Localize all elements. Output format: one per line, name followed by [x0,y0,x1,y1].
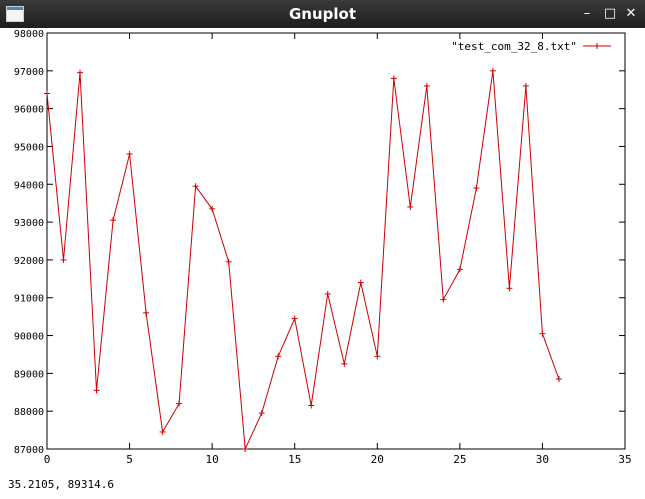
maximize-icon[interactable]: □ [603,6,617,21]
y-tick-label: 94000 [14,180,44,191]
data-point [192,183,199,190]
y-tick-label: 89000 [14,369,44,380]
data-point [522,82,529,89]
data-point [44,90,50,97]
title-bar[interactable]: Gnuplot – □ ✕ [0,0,645,28]
x-tick-label: 0 [44,453,51,466]
minimize-icon[interactable]: – [583,6,591,21]
data-point [357,279,364,286]
x-tick-label: 20 [371,453,384,466]
data-point [489,67,496,74]
data-point [374,353,381,360]
data-point [506,285,513,292]
data-point [209,205,216,212]
y-tick-label: 98000 [14,29,44,40]
data-point [77,69,84,76]
data-point [275,353,282,360]
data-point [159,428,166,435]
x-tick-label: 35 [618,453,631,466]
data-point [242,446,249,452]
plot-border [46,32,626,450]
data-point [225,258,232,265]
y-tick-label: 96000 [14,105,44,116]
y-tick-label: 92000 [14,256,44,267]
data-point [407,203,414,210]
data-point [110,217,117,224]
y-tick-label: 87000 [14,445,44,456]
x-tick-label: 30 [536,453,549,466]
coordinate-readout: 35.2105, 89314.6 [8,478,114,491]
data-point [126,151,133,158]
data-point [291,315,298,322]
data-point [308,402,315,409]
data-series [44,67,562,452]
x-tick-label: 5 [126,453,133,466]
window-title: Gnuplot [288,5,357,23]
data-point [473,185,480,192]
data-point [324,290,331,297]
data-point [258,410,265,417]
y-tick-label: 91000 [14,294,44,305]
y-tick-label: 90000 [14,332,44,343]
data-point [176,400,183,407]
data-point [440,296,447,303]
data-point [539,330,546,337]
data-point [390,75,397,82]
x-tick-label: 25 [453,453,466,466]
legend-label: "test_com_32_8.txt" [451,40,577,53]
y-tick-label: 95000 [14,142,44,153]
series-line [46,70,560,451]
plot-canvas[interactable]: 0 5 10 15 20 25 30 35 87000 88000 89000 90000 91000 9… [0,28,645,495]
y-tick-label: 97000 [14,67,44,78]
data-point [423,82,430,89]
data-point [60,256,67,263]
axes: 0 5 10 15 20 25 30 35 87000 88000 89000 90000 91000 9… [14,29,632,466]
close-icon[interactable]: ✕ [625,6,637,21]
data-point [143,309,150,316]
legend: "test_com_32_8.txt" [451,40,611,53]
data-point [555,376,562,383]
x-tick-label: 10 [206,453,219,466]
y-tick-label: 93000 [14,218,44,229]
data-point [93,387,100,394]
line-chart: 0 5 10 15 20 25 30 35 87000 88000 89000 90000 91000 9… [14,29,632,466]
y-tick-label: 88000 [14,407,44,418]
data-point [456,266,463,273]
x-tick-label: 15 [288,453,301,466]
data-point [341,360,348,367]
window-icon[interactable] [6,6,24,22]
